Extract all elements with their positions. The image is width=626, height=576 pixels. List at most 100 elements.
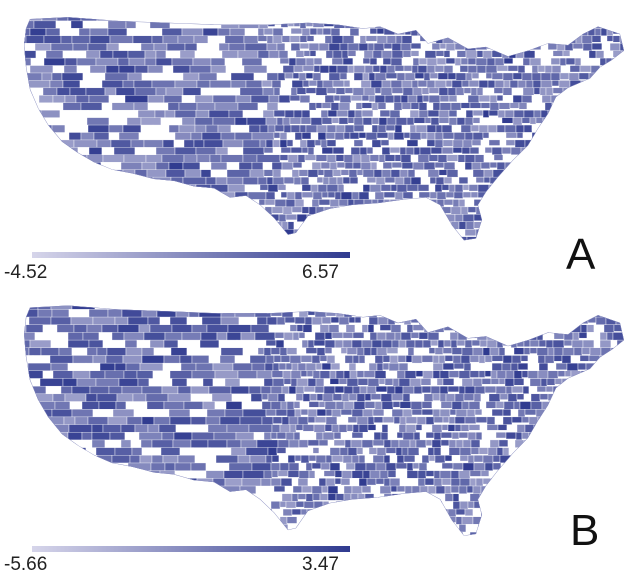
- county-cell: [563, 332, 574, 341]
- county-cell: [131, 485, 149, 498]
- county-cell: [8, 486, 18, 498]
- county-cell: [413, 501, 426, 512]
- county-cell: [335, 501, 347, 509]
- county-cell: [370, 485, 381, 492]
- county-cell: [432, 462, 443, 469]
- county-cell: [516, 6, 524, 13]
- county-cell: [510, 324, 519, 334]
- county-cell: [321, 191, 329, 198]
- county-cell: [561, 355, 572, 365]
- county-cell: [604, 80, 614, 88]
- county-cell: [515, 244, 522, 250]
- county-cell: [426, 80, 436, 89]
- county-cell: [49, 516, 66, 534]
- county-cell: [445, 43, 456, 51]
- county-cell: [266, 65, 278, 75]
- county-cell: [27, 508, 51, 521]
- county-cell: [291, 206, 303, 213]
- county-cell: [296, 87, 307, 95]
- county-cell: [332, 229, 343, 236]
- county-cell: [331, 347, 342, 354]
- county-cell: [277, 531, 286, 536]
- county-cell: [580, 80, 589, 88]
- county-cell: [553, 355, 563, 362]
- county-cell: [443, 516, 451, 523]
- county-cell: [591, 424, 601, 434]
- county-cell: [54, 493, 66, 504]
- county-cell: [423, 20, 432, 28]
- county-cell: [613, 439, 624, 446]
- county-cell: [43, 485, 68, 500]
- county-cell: [582, 432, 593, 443]
- county-cell: [458, 493, 471, 502]
- county-cell: [543, 184, 555, 194]
- county-cell: [614, 470, 622, 478]
- county-cell: [453, 362, 465, 370]
- county-cell: [330, 362, 341, 371]
- county-cell: [464, 339, 473, 348]
- county-cell: [259, 184, 269, 191]
- county-cell: [464, 154, 476, 164]
- county-cell: [462, 439, 472, 448]
- county-cell: [471, 20, 482, 28]
- county-cell: [57, 501, 79, 512]
- county-cell: [151, 184, 176, 205]
- county-cell: [259, 516, 271, 526]
- county-cell: [380, 432, 389, 442]
- county-cell: [143, 244, 154, 250]
- county-cell: [375, 176, 386, 186]
- county-cell: [154, 478, 177, 494]
- county-cell: [371, 139, 382, 149]
- county-cell: [495, 385, 507, 395]
- county-cell: [294, 409, 302, 419]
- county-cell: [390, 485, 398, 492]
- county-cell: [8, 66, 18, 84]
- county-cell: [489, 117, 497, 126]
- county-cell: [24, 478, 26, 494]
- county-cell: [473, 455, 484, 463]
- county-cell: [325, 455, 333, 464]
- county-cell: [460, 124, 472, 133]
- county-cell: [354, 109, 363, 119]
- county-cell: [311, 324, 321, 333]
- county-cell: [65, 524, 85, 536]
- county-cell: [342, 35, 355, 45]
- county-cell: [456, 50, 467, 58]
- county-cell: [480, 470, 490, 477]
- county-cell: [344, 516, 354, 527]
- county-cell: [272, 57, 281, 64]
- county-cell: [371, 117, 380, 125]
- county-cell: [391, 244, 399, 250]
- county-cell: [401, 447, 409, 457]
- county-cell: [435, 50, 445, 57]
- county-cell: [321, 316, 332, 324]
- county-cell: [457, 20, 467, 28]
- county-cell: [403, 176, 412, 186]
- county-cell: [574, 439, 587, 448]
- county-cell: [208, 206, 226, 227]
- county-cell: [368, 447, 378, 455]
- county-cell: [536, 531, 549, 536]
- county-cell: [26, 531, 47, 536]
- county-cell: [347, 305, 355, 310]
- county-cell: [347, 416, 358, 423]
- county-cell: [478, 72, 487, 82]
- county-cell: [492, 462, 502, 470]
- county-cell: [619, 501, 624, 508]
- county-cell: [218, 524, 231, 536]
- county-cell: [450, 206, 462, 215]
- county-cell: [417, 478, 426, 488]
- county-cell: [8, 155, 22, 164]
- county-cell: [609, 43, 621, 52]
- county-cell: [598, 214, 608, 224]
- county-cell: [174, 17, 193, 23]
- county-cell: [8, 371, 20, 390]
- county-cell: [506, 424, 518, 434]
- county-cell: [306, 35, 315, 42]
- county-cell: [301, 191, 314, 198]
- county-cell: [234, 191, 249, 207]
- county-cell: [502, 214, 515, 221]
- county-cell: [591, 162, 599, 171]
- county-cell: [363, 370, 376, 378]
- county-cell: [69, 540, 90, 544]
